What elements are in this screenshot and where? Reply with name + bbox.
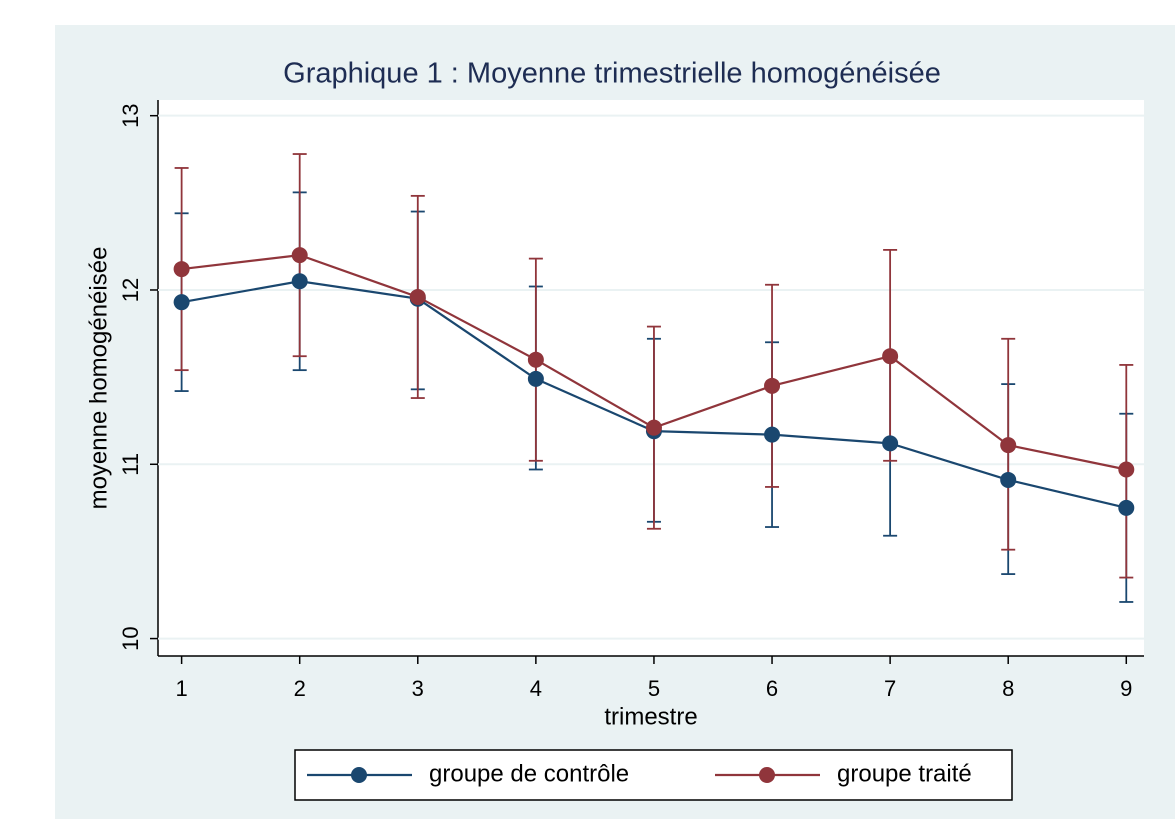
x-axis-label: trimestre bbox=[604, 703, 697, 730]
y-tick-label: 10 bbox=[118, 626, 143, 650]
x-tick-label: 1 bbox=[175, 676, 187, 701]
point bbox=[527, 351, 544, 368]
y-axis-label: moyenne homogénéisée bbox=[85, 247, 112, 510]
point bbox=[1000, 437, 1017, 454]
chart-title: Graphique 1 : Moyenne trimestrielle homo… bbox=[283, 58, 941, 90]
x-tick-label: 3 bbox=[412, 676, 424, 701]
legend-label: groupe de contrôle bbox=[429, 760, 629, 787]
legend-label: groupe traité bbox=[837, 760, 972, 787]
y-tick-label: 11 bbox=[118, 453, 143, 476]
y-tick-label: 13 bbox=[118, 103, 143, 127]
x-tick-label: 5 bbox=[648, 676, 660, 701]
point bbox=[173, 261, 190, 278]
x-tick-label: 8 bbox=[1002, 676, 1014, 701]
x-tick-label: 6 bbox=[766, 676, 778, 701]
x-tick-label: 2 bbox=[294, 676, 306, 701]
x-tick-label: 9 bbox=[1120, 676, 1132, 701]
x-tick-label: 4 bbox=[530, 676, 542, 701]
legend-marker bbox=[759, 767, 775, 783]
x-tick-label: 7 bbox=[884, 676, 896, 701]
point bbox=[409, 288, 426, 305]
point bbox=[1118, 499, 1135, 516]
point bbox=[882, 348, 899, 365]
legend-marker bbox=[351, 767, 367, 783]
plot-area bbox=[158, 100, 1144, 656]
point bbox=[1118, 461, 1135, 478]
point bbox=[527, 370, 544, 387]
point bbox=[764, 377, 781, 394]
point bbox=[1000, 471, 1017, 488]
point bbox=[882, 435, 899, 452]
legend bbox=[294, 749, 1013, 801]
y-tick-label: 12 bbox=[118, 278, 143, 302]
point bbox=[645, 419, 662, 436]
point bbox=[291, 273, 308, 290]
point bbox=[764, 426, 781, 443]
point bbox=[173, 294, 190, 311]
point bbox=[291, 247, 308, 264]
